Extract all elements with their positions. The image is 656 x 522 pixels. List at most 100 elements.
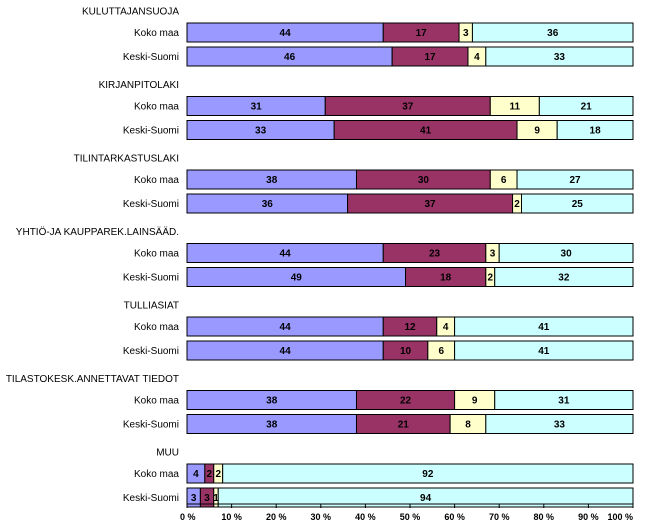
bar-segment (494, 267, 634, 287)
bar-segment (538, 96, 634, 116)
group-title: MUU (156, 448, 179, 459)
data-label: 2 (207, 469, 213, 480)
group-title: TULLIASIAT (124, 301, 179, 312)
data-label: 4 (474, 52, 480, 63)
data-label: 33 (255, 126, 267, 137)
data-label: 9 (472, 396, 478, 407)
x-tick-label: 90 % (578, 512, 599, 522)
bar-segment (222, 463, 634, 484)
data-label: 21 (398, 420, 410, 431)
data-label: 2 (487, 273, 493, 284)
data-label: 6 (438, 346, 444, 357)
row-label: Keski-Suomi (123, 273, 179, 284)
group-title: TILINTARKASTUSLAKI (74, 154, 179, 165)
data-label: 37 (425, 199, 437, 210)
bar-segment (498, 243, 634, 263)
data-label: 23 (429, 249, 441, 260)
bar-segment (454, 316, 634, 337)
data-label: 41 (420, 126, 432, 137)
group-5: TILASTOKESK.ANNETTAVAT TIEDOT Koko maa 38 2… (6, 374, 634, 434)
row-label: Keski-Suomi (123, 346, 179, 357)
x-tick-label: 70 % (489, 512, 510, 522)
data-label: 8 (465, 420, 471, 431)
group-title: KULUTTAJANSUOJA (82, 7, 179, 18)
x-tick-label: 100 % (607, 512, 633, 522)
row-label: Koko maa (134, 469, 179, 480)
data-label: 94 (420, 493, 432, 504)
data-label: 46 (284, 52, 296, 63)
row-label: Keski-Suomi (123, 493, 179, 504)
data-label: 2 (514, 199, 520, 210)
data-label: 33 (554, 420, 566, 431)
group-title: YHTIÖ-JA KAUPPAREK.LAINSÄÄD. (16, 226, 179, 238)
data-label: 38 (266, 420, 278, 431)
data-label: 3 (490, 249, 496, 260)
row-label: Koko maa (134, 396, 179, 407)
data-label: 38 (266, 396, 278, 407)
bar-segment (454, 340, 634, 361)
data-label: 36 (262, 199, 274, 210)
data-label: 18 (590, 126, 602, 137)
data-label: 92 (422, 469, 434, 480)
data-label: 3 (191, 493, 197, 504)
group-title: TILASTOKESK.ANNETTAVAT TIEDOT (6, 374, 179, 385)
x-axis: 0 % 10 % 20 % 30 % 40 % 50 % 60 % 70 % 80 % 90 % 1… (180, 503, 634, 522)
bar-segment (494, 390, 634, 410)
data-label: 44 (280, 346, 292, 357)
data-label: 31 (558, 396, 570, 407)
bar-segment (556, 120, 634, 140)
row-label: Koko maa (134, 249, 179, 260)
x-tick-label: 0 % (180, 512, 196, 522)
data-label: 17 (416, 28, 428, 39)
data-label: 49 (291, 273, 303, 284)
x-tick-label: 50 % (400, 512, 421, 522)
data-label: 41 (538, 322, 550, 333)
data-label: 9 (534, 126, 540, 137)
row-label: Koko maa (134, 102, 179, 113)
group-0: KULUTTAJANSUOJA Koko maa 44 17 3 36 Keski-Suom… (82, 7, 634, 67)
x-tick-label: 60 % (444, 512, 465, 522)
bar-segment (521, 193, 634, 214)
data-label: 10 (400, 346, 412, 357)
bar-segment (471, 22, 634, 43)
row-label: Koko maa (134, 322, 179, 333)
data-label: 6 (501, 175, 507, 186)
x-tick-label: 20 % (266, 512, 287, 522)
bar-segment (485, 46, 634, 67)
x-tick-label: 40 % (355, 512, 376, 522)
data-label: 44 (280, 322, 292, 333)
data-label: 41 (538, 346, 550, 357)
data-label: 27 (569, 175, 581, 186)
group-title: KIRJANPITOLAKI (99, 80, 179, 91)
data-label: 36 (547, 28, 559, 39)
data-label: 4 (443, 322, 449, 333)
data-label: 18 (440, 273, 452, 284)
group-1: KIRJANPITOLAKI Koko maa 31 37 11 21 Keski-Suom… (99, 80, 634, 140)
x-tick-label: 80 % (534, 512, 555, 522)
row-label: Keski-Suomi (123, 126, 179, 137)
data-label: 17 (425, 52, 437, 63)
data-label: 21 (581, 102, 593, 113)
group-4: TULLIASIAT Koko maa 44 12 4 41 Keski-Suomi 44 10… (123, 301, 634, 361)
row-label: Koko maa (134, 28, 179, 39)
bar-segment (516, 169, 634, 190)
data-label: 44 (280, 249, 292, 260)
data-label: 25 (572, 199, 584, 210)
data-label: 3 (463, 28, 469, 39)
data-label: 3 (204, 493, 210, 504)
group-2: TILINTARKASTUSLAKI Koko maa 38 30 6 27 Keski-S… (74, 154, 634, 214)
bar-segment (485, 414, 634, 434)
data-label: 22 (400, 396, 412, 407)
x-tick-label: 10 % (221, 512, 242, 522)
data-label: 33 (554, 52, 566, 63)
row-label: Keski-Suomi (123, 52, 179, 63)
data-label: 38 (266, 175, 278, 186)
data-label: 30 (561, 249, 573, 260)
data-label: 44 (280, 28, 292, 39)
data-label: 11 (510, 102, 521, 113)
data-label: 12 (404, 322, 416, 333)
data-label: 1 (213, 493, 219, 504)
